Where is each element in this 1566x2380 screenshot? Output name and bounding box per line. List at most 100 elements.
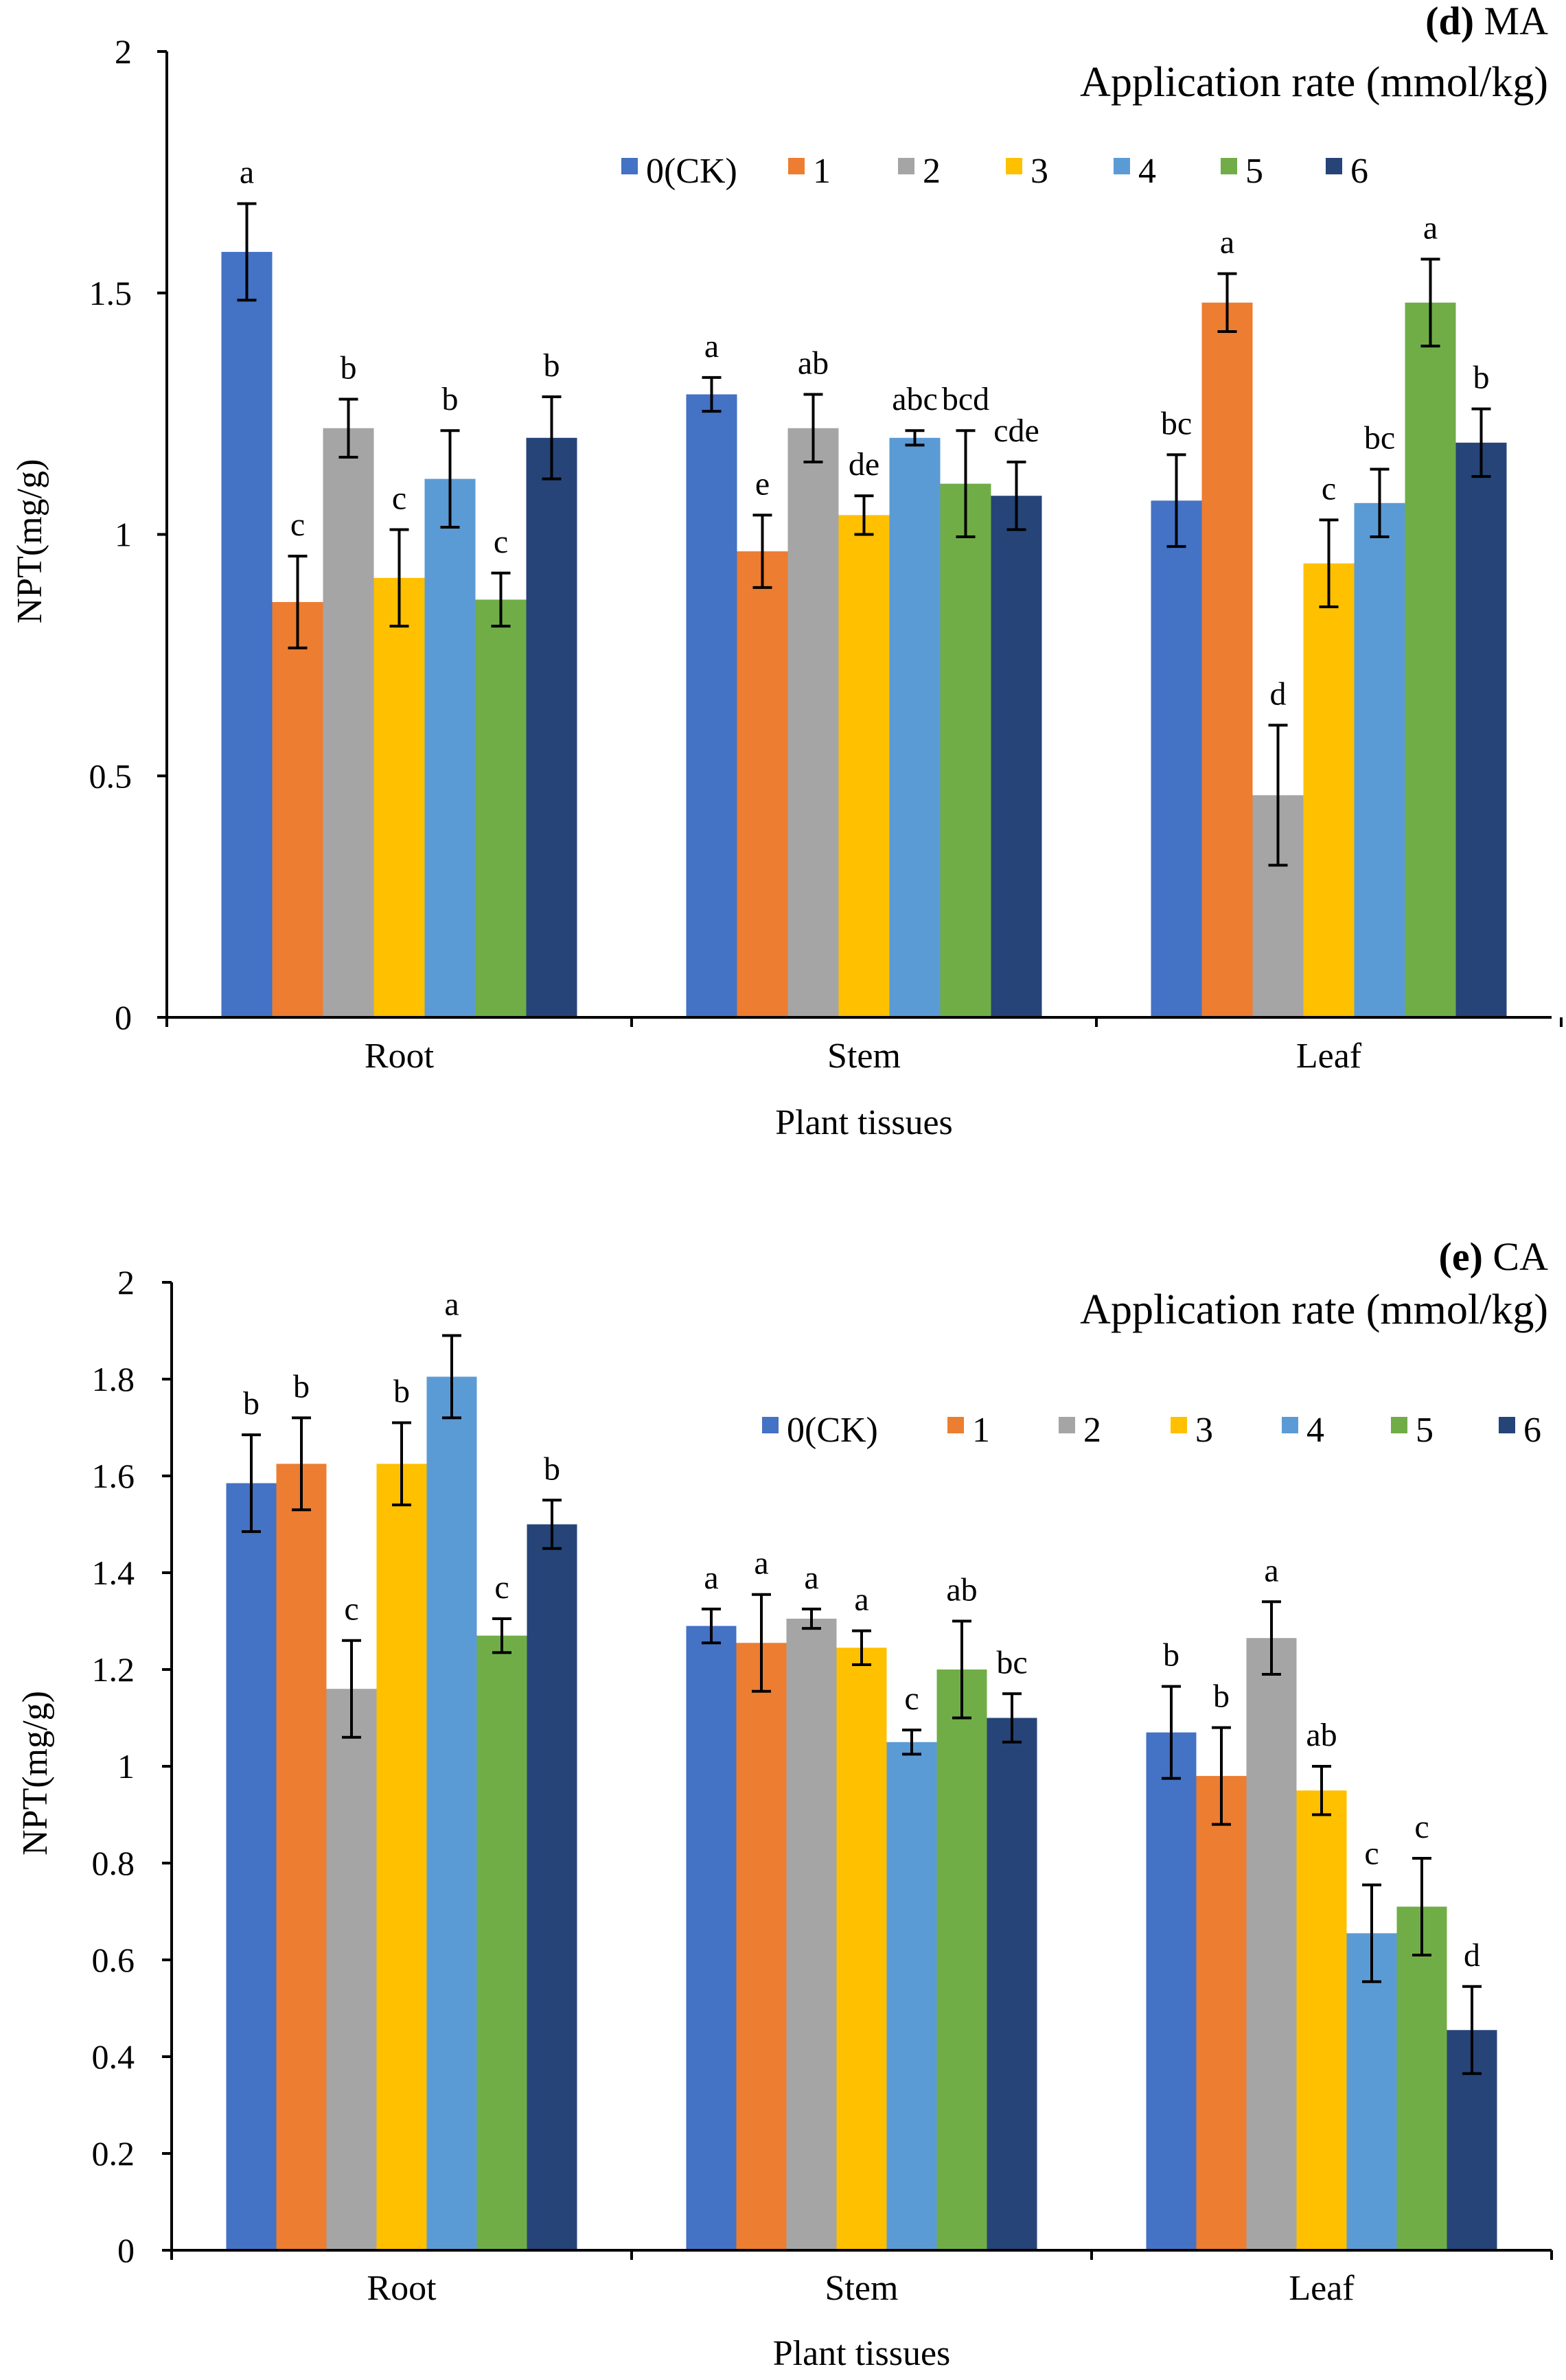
significance-letter: b <box>1163 1637 1179 1674</box>
bar-root-3 <box>376 1464 427 2250</box>
y-tick-label: 0.2 <box>92 2134 135 2173</box>
bar-root-5 <box>476 1635 527 2250</box>
y-tick-label: 0.8 <box>92 1844 135 1882</box>
significance-letter: b <box>1473 360 1490 396</box>
x-axis-title: Plant tissues <box>775 1103 953 1142</box>
significance-letter: c <box>494 524 508 560</box>
y-tick-label: 1.8 <box>92 1360 135 1398</box>
significance-letter: b <box>293 1368 310 1405</box>
y-axis-title: NPT(mg/g) <box>10 459 49 624</box>
legend-label: 4 <box>1138 152 1156 191</box>
bar-root-0 <box>221 251 273 1017</box>
y-tick-label: 1.6 <box>92 1457 135 1495</box>
bar-stem-3 <box>838 515 890 1017</box>
bar-root-1 <box>272 601 323 1017</box>
significance-letter: a <box>854 1582 868 1618</box>
legend-label: 1 <box>972 1411 990 1450</box>
significance-letter: b <box>442 381 459 417</box>
legend-swatch <box>1114 158 1130 174</box>
y-tick-label: 1 <box>115 516 132 554</box>
bar-root-4 <box>426 1376 477 2250</box>
legend-label: 1 <box>813 152 831 191</box>
y-tick-label: 0 <box>115 998 132 1037</box>
bar-leaf-4 <box>1354 502 1405 1017</box>
bar-leaf-1 <box>1201 302 1253 1017</box>
legend-swatch <box>947 1417 964 1433</box>
legend-swatch <box>1171 1417 1187 1433</box>
panel-letter: (e) <box>1439 1234 1483 1279</box>
significance-letter: a <box>754 1545 768 1582</box>
bar-root-3 <box>373 577 425 1017</box>
significance-letter: b <box>544 1451 560 1487</box>
significance-letter: d <box>1464 1937 1480 1974</box>
legend-swatch <box>1221 158 1237 174</box>
significance-letter: a <box>1423 210 1438 246</box>
bar-leaf-0 <box>1146 1732 1197 2250</box>
significance-letter: b <box>544 347 560 384</box>
y-tick-label: 1 <box>117 1747 135 1786</box>
significance-letter: c <box>392 480 406 516</box>
y-tick-label: 0.5 <box>89 756 133 795</box>
y-tick-label: 1.4 <box>92 1553 135 1592</box>
y-tick-label: 0.4 <box>92 2037 135 2076</box>
bar-stem-1 <box>737 551 788 1017</box>
significance-letter: e <box>755 465 770 502</box>
bar-leaf-3 <box>1296 1790 1347 2250</box>
significance-letter: b <box>243 1385 260 1422</box>
significance-letter: b <box>341 350 357 386</box>
significance-letter: c <box>1322 470 1336 507</box>
significance-letter: bc <box>996 1644 1027 1680</box>
x-category-label: Leaf <box>1296 1037 1362 1076</box>
significance-letter: d <box>1270 675 1287 712</box>
legend-label: 3 <box>1030 152 1048 191</box>
bar-leaf-6 <box>1455 442 1507 1017</box>
bar-root-2 <box>326 1689 377 2250</box>
significance-letter: a <box>1220 224 1234 261</box>
panel-title: (e) CA <box>1439 1234 1549 1279</box>
x-category-label: Root <box>367 2269 437 2308</box>
significance-letter: cde <box>993 413 1039 449</box>
bar-stem-0 <box>686 1626 737 2250</box>
significance-letter: bcd <box>942 381 989 417</box>
bar-stem-4 <box>889 437 941 1017</box>
bar-root-5 <box>475 599 527 1017</box>
bar-stem-5 <box>940 483 991 1017</box>
y-tick-label: 1.5 <box>89 274 133 312</box>
bar-root-6 <box>526 437 577 1017</box>
significance-letter: c <box>1364 1836 1379 1872</box>
legend-label: 6 <box>1350 152 1368 191</box>
bar-leaf-3 <box>1303 563 1355 1017</box>
bar-stem-4 <box>886 1742 937 2250</box>
legend-swatch <box>1006 158 1022 174</box>
legend-label: 4 <box>1306 1411 1324 1450</box>
significance-letter: c <box>494 1569 509 1606</box>
legend-swatch <box>621 158 638 174</box>
significance-letter: b <box>393 1373 410 1409</box>
significance-letter: ab <box>946 1572 977 1608</box>
bar-root-2 <box>323 428 374 1017</box>
significance-letter: ab <box>798 345 829 381</box>
x-category-label: Leaf <box>1289 2269 1355 2308</box>
bar-leaf-0 <box>1151 500 1202 1017</box>
y-axis-title: NPT(mg/g) <box>16 1691 55 1856</box>
significance-letter: a <box>704 328 719 365</box>
bar-stem-0 <box>686 394 737 1017</box>
bar-stem-6 <box>991 496 1042 1017</box>
legend-label: 2 <box>1083 1411 1101 1450</box>
x-category-label: Stem <box>827 1037 901 1076</box>
legend-swatch <box>1282 1417 1298 1433</box>
panel-name: CA <box>1483 1234 1548 1279</box>
significance-letter: c <box>344 1591 358 1628</box>
bar-leaf-5 <box>1396 1906 1447 2250</box>
x-category-label: Root <box>365 1037 435 1076</box>
legend-label: 6 <box>1523 1411 1541 1450</box>
significance-letter: a <box>804 1560 818 1596</box>
bar-stem-2 <box>787 428 839 1017</box>
bar-root-0 <box>226 1483 277 2250</box>
legend-label: 0(CK) <box>787 1411 878 1450</box>
x-category-label: Stem <box>825 2269 899 2308</box>
legend-title: Application rate (mmol/kg) <box>1080 1286 1548 1333</box>
legend-swatch <box>1499 1417 1515 1433</box>
significance-letter: b <box>1213 1678 1230 1715</box>
